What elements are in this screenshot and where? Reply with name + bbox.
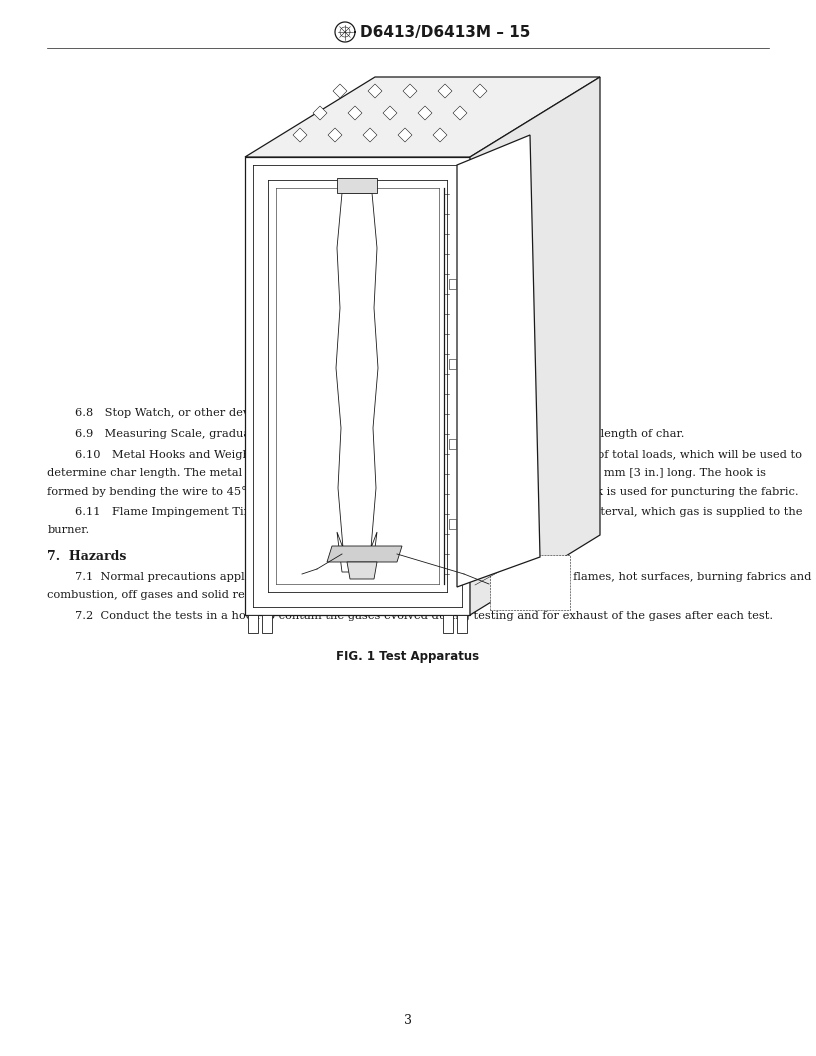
Polygon shape [313,106,327,120]
Polygon shape [473,84,487,98]
Polygon shape [245,77,600,157]
Text: determine char length. The metal hooks shall consist of 1-mm [0.04-in.] diameter: determine char length. The metal hooks s… [47,468,766,477]
Polygon shape [333,84,347,98]
Polygon shape [363,128,377,142]
Polygon shape [245,157,470,615]
Text: 6.11  Flame Impingement Timer, a timer and electrical gas solenoid used to contr: 6.11 Flame Impingement Timer, a timer an… [75,507,803,516]
Polygon shape [347,562,377,579]
Polygon shape [449,439,456,449]
Polygon shape [418,106,432,120]
Polygon shape [449,518,456,529]
Polygon shape [457,135,540,587]
Polygon shape [248,615,258,633]
Polygon shape [383,106,397,120]
Polygon shape [457,615,467,633]
Polygon shape [337,178,377,193]
Polygon shape [470,77,600,615]
Text: 7.1  Normal precautions applicable to pressurized flammable gases, open flames, : 7.1 Normal precautions applicable to pre… [75,572,811,582]
Polygon shape [328,128,342,142]
Polygon shape [327,546,402,562]
Text: 3: 3 [404,1014,412,1026]
Polygon shape [336,193,378,572]
Polygon shape [438,84,452,98]
Polygon shape [490,555,570,610]
Polygon shape [368,84,382,98]
Polygon shape [449,359,456,369]
Text: FIG. 1 Test Apparatus: FIG. 1 Test Apparatus [336,650,480,663]
Polygon shape [433,128,447,142]
Text: formed by bending the wire to 45° angle forming a hook 3 mm [0.5 in.] from one e: formed by bending the wire to 45° angle … [47,486,799,496]
Text: 7.  Hazards: 7. Hazards [47,550,126,563]
Polygon shape [398,128,412,142]
Polygon shape [293,128,307,142]
Polygon shape [403,84,417,98]
Text: 7.2  Conduct the tests in a hood to contain the gases evolved during testing and: 7.2 Conduct the tests in a hood to conta… [75,611,774,621]
Text: 6.9 Measuring Scale, graduated in increments of at least 3 mm [0.12 in.] to meas: 6.9 Measuring Scale, graduated in increm… [75,429,685,438]
Polygon shape [443,615,453,633]
Polygon shape [449,279,456,289]
Polygon shape [262,615,272,633]
Text: 6.8 Stop Watch, or other device to measure the burning time to 0.2 s.: 6.8 Stop Watch, or other device to measu… [75,408,486,417]
Text: burner.: burner. [47,525,90,534]
Polygon shape [453,106,467,120]
Text: combustion, off gases and solid residue shall be employed.: combustion, off gases and solid residue … [47,590,388,600]
Polygon shape [348,106,362,120]
Text: 6.10  Metal Hooks and Weights—Metal hooks and a range of weights to produce a se: 6.10 Metal Hooks and Weights—Metal hooks… [75,450,802,459]
Text: D6413/D6413M – 15: D6413/D6413M – 15 [360,24,530,39]
